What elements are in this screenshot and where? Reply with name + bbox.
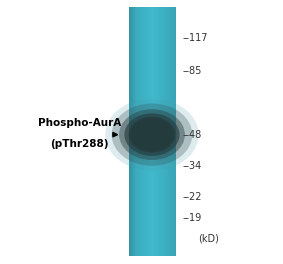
Ellipse shape (131, 118, 173, 151)
Ellipse shape (105, 99, 199, 171)
Ellipse shape (128, 117, 175, 153)
Text: --22: --22 (183, 192, 202, 202)
Text: --34: --34 (183, 161, 202, 171)
Ellipse shape (119, 109, 185, 160)
Text: --117: --117 (183, 33, 208, 43)
Text: --19: --19 (183, 213, 202, 223)
Text: (pThr288): (pThr288) (50, 139, 108, 149)
Text: (kD): (kD) (198, 234, 219, 244)
Ellipse shape (112, 103, 192, 166)
Text: --48: --48 (183, 130, 202, 140)
Text: --85: --85 (183, 66, 202, 76)
Text: Phospho-AurA: Phospho-AurA (38, 118, 121, 128)
Ellipse shape (125, 113, 180, 156)
